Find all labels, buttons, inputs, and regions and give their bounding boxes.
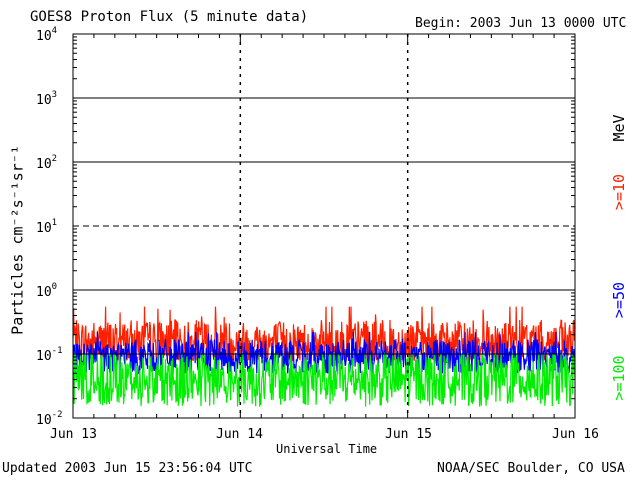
x-tick-label-jun15: Jun 15	[385, 427, 432, 442]
x-tick-label-jun13: Jun 13	[50, 427, 97, 442]
y-tick-labels: 10-2 10-1 100 101 102 103 104	[36, 26, 63, 428]
grid-layer	[72, 34, 576, 418]
y-axis-label: Particles cm⁻²s⁻¹sr⁻¹	[8, 145, 27, 335]
legend-ge100: >=100	[610, 355, 628, 400]
legend: MeV >=10 >=50 >=100	[610, 114, 628, 400]
footer-updated: Updated 2003 Jun 15 23:56:04 UTC	[2, 461, 253, 476]
x-axis-label: Universal Time	[276, 442, 378, 456]
y-tick-label: 10-2	[36, 410, 63, 428]
y-tick-label: 100	[36, 282, 57, 300]
footer-source: NOAA/SEC Boulder, CO USA	[437, 461, 625, 476]
y-tick-label: 101	[36, 218, 57, 236]
legend-ge50: >=50	[610, 282, 628, 318]
x-tick-label-jun16: Jun 16	[552, 427, 599, 442]
x-tick-label-jun14: Jun 14	[216, 427, 263, 442]
begin-date-label: Begin: 2003 Jun 13 0000 UTC	[415, 16, 627, 31]
y-tick-label: 103	[36, 90, 57, 108]
legend-unit-mev: MeV	[610, 114, 628, 141]
chart-title: GOES8 Proton Flux (5 minute data)	[30, 9, 309, 25]
series-layer	[72, 306, 576, 407]
y-tick-label: 102	[36, 154, 57, 172]
series-line-ge100	[72, 351, 576, 407]
plot-frame	[72, 33, 576, 419]
y-tick-label: 104	[36, 26, 57, 44]
y-tick-label: 10-1	[36, 346, 63, 364]
legend-ge10: >=10	[610, 174, 628, 210]
